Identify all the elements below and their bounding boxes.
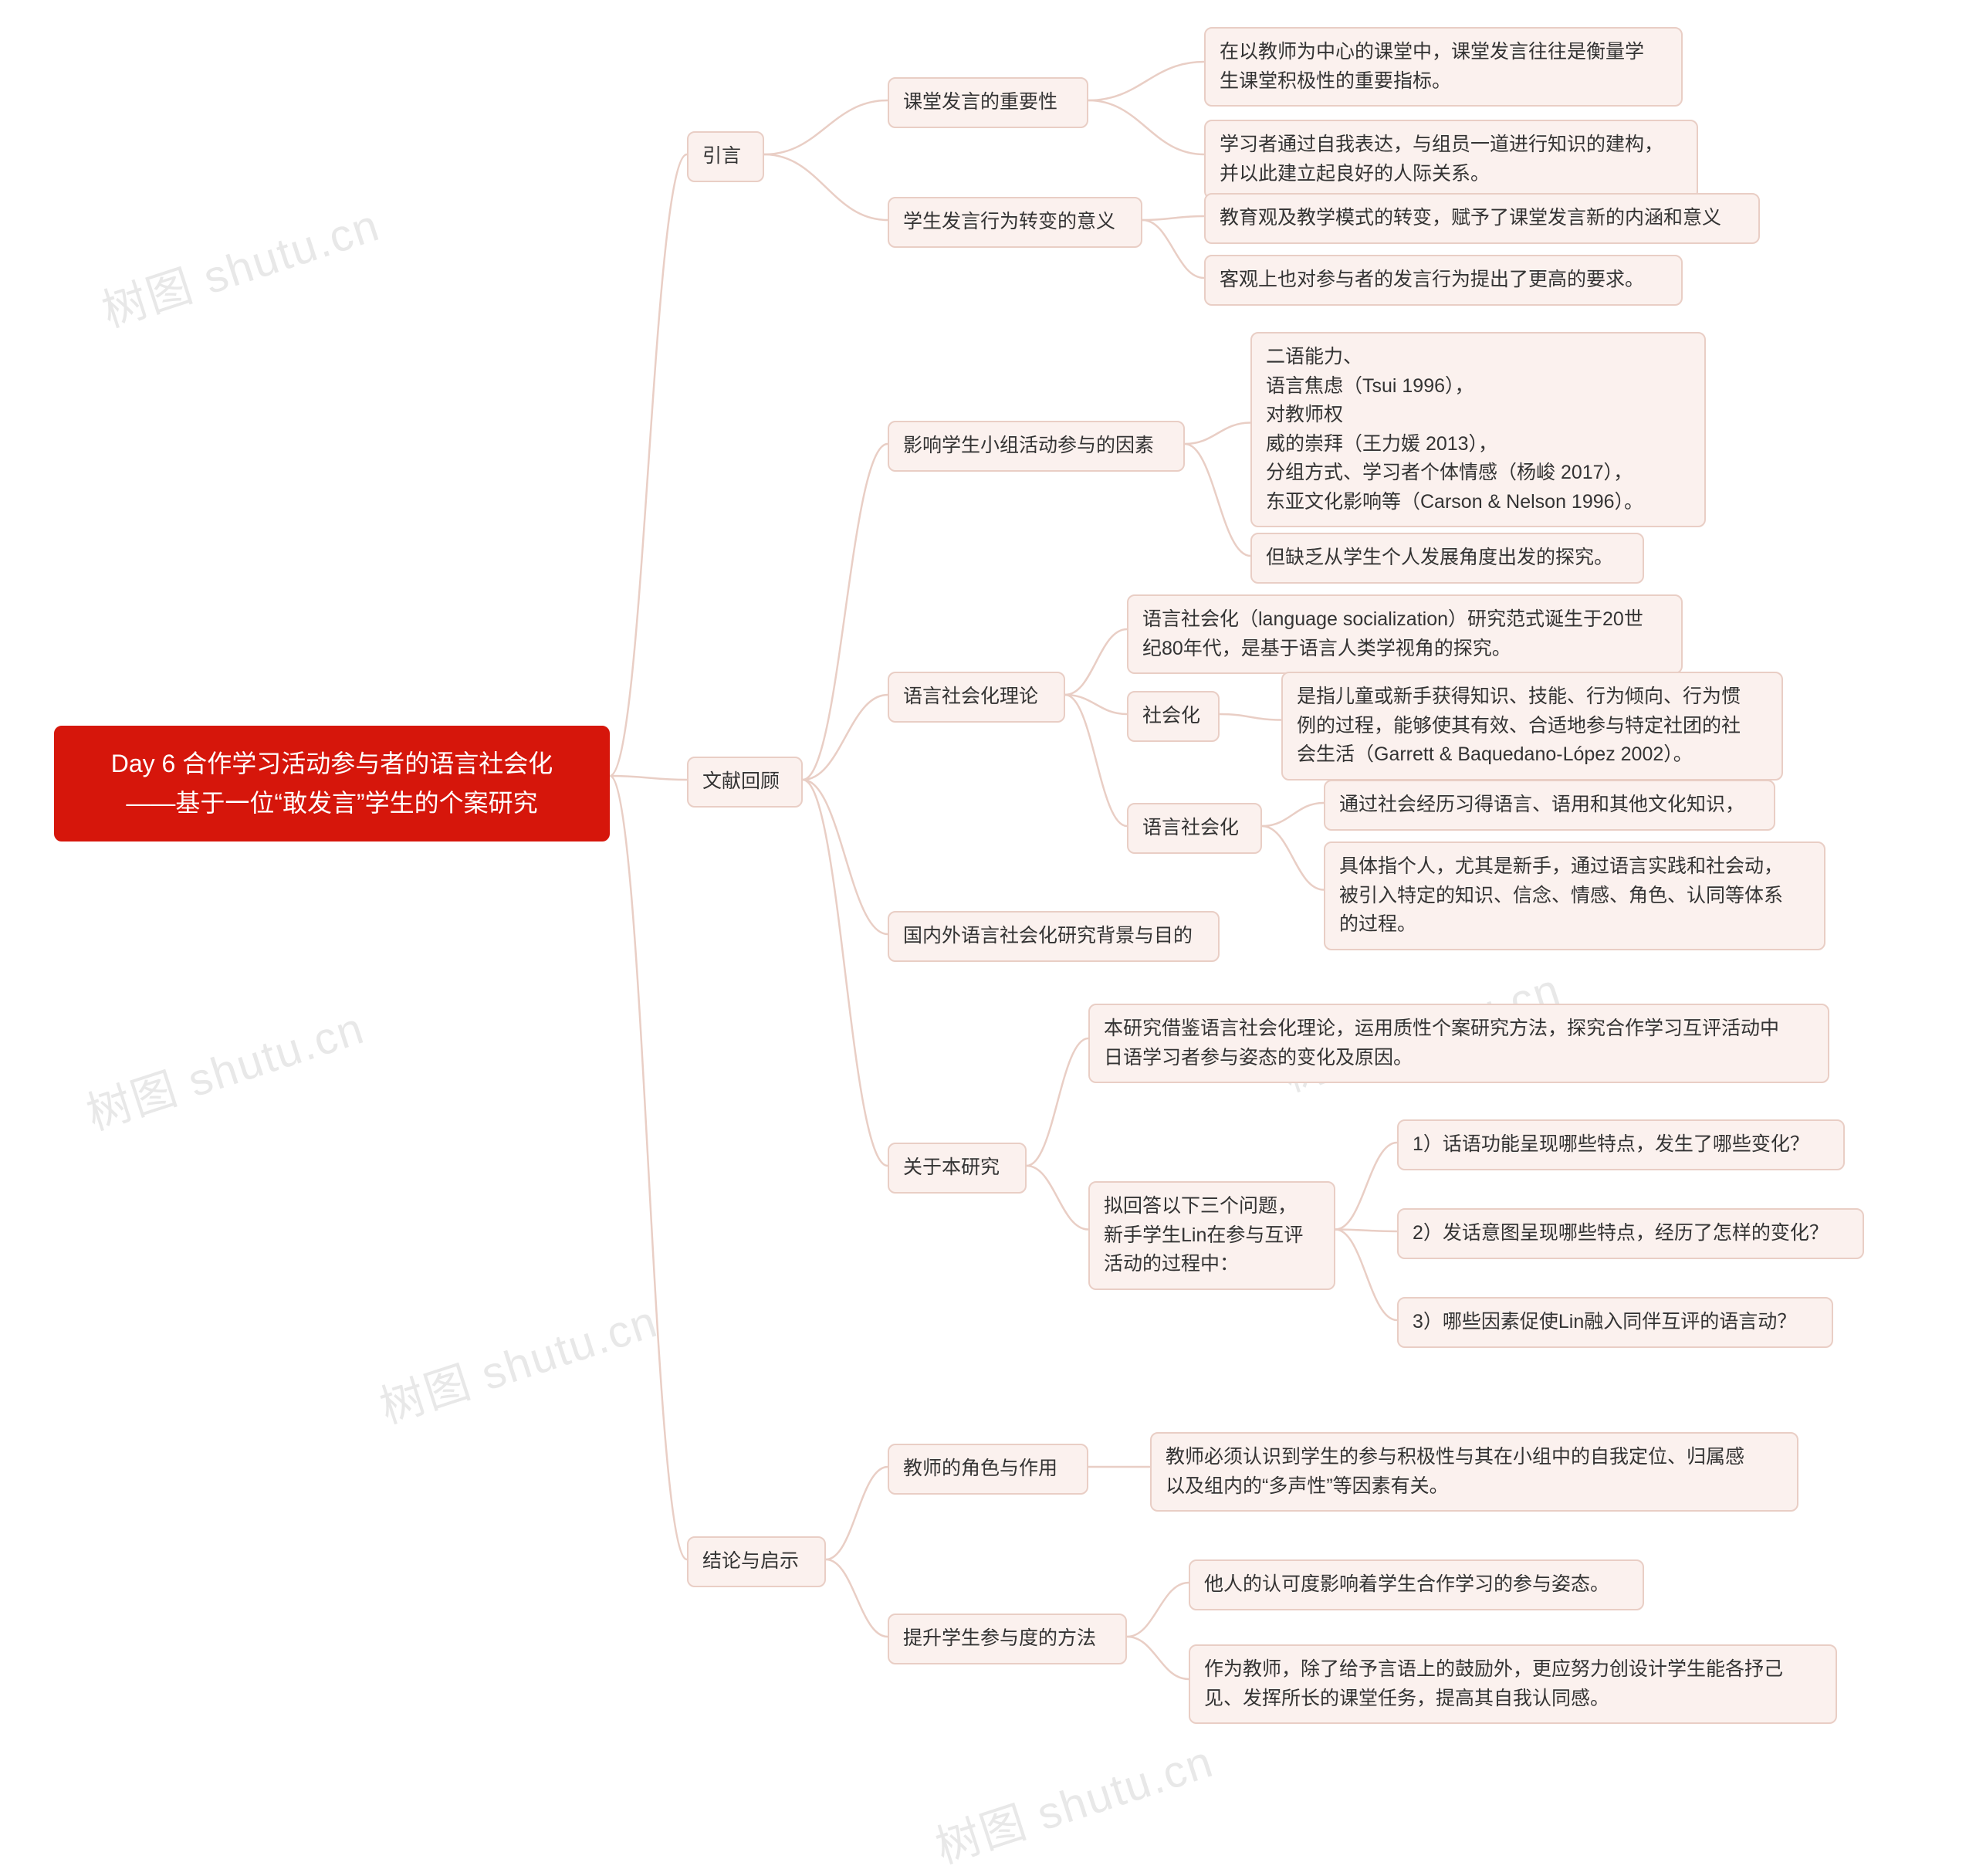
connector-edge [1127, 1637, 1189, 1679]
connector-edge [764, 100, 888, 154]
mindmap-node: 在以教师为中心的课堂中，课堂发言往往是衡量学 生课堂积极性的重要指标。 [1204, 27, 1683, 107]
mindmap-node: 3）哪些因素促使Lin融入同伴互评的语言动？ [1397, 1297, 1833, 1348]
connector-edge [1220, 714, 1281, 720]
connector-edge [1027, 1166, 1088, 1230]
connector-edge [1142, 220, 1204, 278]
mindmap-node: 但缺乏从学生个人发展角度出发的探究。 [1250, 533, 1644, 584]
mindmap-node: 二语能力、 语言焦虑（Tsui 1996）， 对教师权 威的崇拜（王力媛 201… [1250, 332, 1706, 527]
connector-edge [803, 780, 888, 1166]
connector-edge [1185, 423, 1250, 445]
mindmap-node: 他人的认可度影响着学生合作学习的参与姿态。 [1189, 1559, 1644, 1610]
connector-edge [610, 776, 687, 1559]
connector-edge [1335, 1230, 1397, 1321]
mindmap-node: 2）发话意图呈现哪些特点，经历了怎样的变化？ [1397, 1208, 1864, 1259]
connector-edge [610, 776, 687, 780]
connector-edge [826, 1467, 888, 1559]
mindmap-node: 作为教师，除了给予言语上的鼓励外，更应努力创设计学生能各抒己 见、发挥所长的课堂… [1189, 1644, 1837, 1724]
connector-edge [1335, 1230, 1397, 1232]
connector-edge [1065, 695, 1127, 826]
connector-edge [803, 780, 888, 934]
mindmap-root: Day 6 合作学习活动参与者的语言社会化 ——基于一位“敢发言”学生的个案研究 [54, 726, 610, 841]
watermark-text: 树图 shutu.cn [370, 1285, 665, 1436]
mindmap-node: 学习者通过自我表达，与组员一道进行知识的建构， 并以此建立起良好的人际关系。 [1204, 120, 1698, 199]
watermark-text: 树图 shutu.cn [77, 992, 371, 1143]
mindmap-node: 引言 [687, 131, 764, 182]
connector-edge [1262, 803, 1324, 826]
mindmap-node: 通过社会经历习得语言、语用和其他文化知识， [1324, 780, 1775, 831]
mindmap-node: 拟回答以下三个问题， 新手学生Lin在参与互评 活动的过程中： [1088, 1181, 1335, 1290]
connector-edge [1027, 1038, 1088, 1166]
mindmap-node: 语言社会化理论 [888, 672, 1065, 723]
mindmap-node: 语言社会化（language socialization）研究范式诞生于20世 … [1127, 594, 1683, 674]
connector-edge [826, 1559, 888, 1637]
connector-edge [1185, 444, 1250, 556]
watermark-text: 树图 shutu.cn [926, 1725, 1220, 1876]
mindmap-node: 课堂发言的重要性 [888, 77, 1088, 128]
mindmap-node: 结论与启示 [687, 1536, 826, 1587]
mindmap-node: 客观上也对参与者的发言行为提出了更高的要求。 [1204, 255, 1683, 306]
connector-edge [803, 695, 888, 780]
connector-edge [803, 444, 888, 780]
connector-edge [1127, 1583, 1189, 1637]
mindmap-node: 关于本研究 [888, 1143, 1027, 1194]
mindmap-node: 提升学生参与度的方法 [888, 1614, 1127, 1664]
connector-edge [1088, 62, 1204, 100]
mindmap-node: 学生发言行为转变的意义 [888, 197, 1142, 248]
mindmap-node: 本研究借鉴语言社会化理论，运用质性个案研究方法，探究合作学习互评活动中 日语学习… [1088, 1004, 1829, 1083]
mindmap-node: 社会化 [1127, 691, 1220, 742]
watermark-text: 树图 shutu.cn [93, 189, 387, 340]
connector-edge [1088, 100, 1204, 154]
mindmap-node: 教师的角色与作用 [888, 1444, 1088, 1495]
connector-edge [1065, 695, 1127, 714]
mindmap-node: 教师必须认识到学生的参与积极性与其在小组中的自我定位、归属感 以及组内的“多声性… [1150, 1432, 1798, 1512]
mindmap-node: 是指儿童或新手获得知识、技能、行为倾向、行为惯 例的过程，能够使其有效、合适地参… [1281, 672, 1783, 781]
connector-edge [1065, 629, 1127, 695]
mindmap-node: 文献回顾 [687, 757, 803, 808]
mindmap-node: 语言社会化 [1127, 803, 1262, 854]
mindmap-node: 1）话语功能呈现哪些特点，发生了哪些变化？ [1397, 1119, 1845, 1170]
mindmap-node: 影响学生小组活动参与的因素 [888, 421, 1185, 472]
connector-edge [1142, 216, 1204, 220]
connector-edge [610, 154, 687, 776]
connector-edge [764, 154, 888, 220]
mindmap-node: 具体指个人，尤其是新手，通过语言实践和社会动， 被引入特定的知识、信念、情感、角… [1324, 841, 1825, 950]
mindmap-node: 国内外语言社会化研究背景与目的 [888, 911, 1220, 962]
mindmap-node: 教育观及教学模式的转变，赋予了课堂发言新的内涵和意义 [1204, 193, 1760, 244]
connector-edge [1335, 1143, 1397, 1230]
connector-edge [1262, 826, 1324, 890]
